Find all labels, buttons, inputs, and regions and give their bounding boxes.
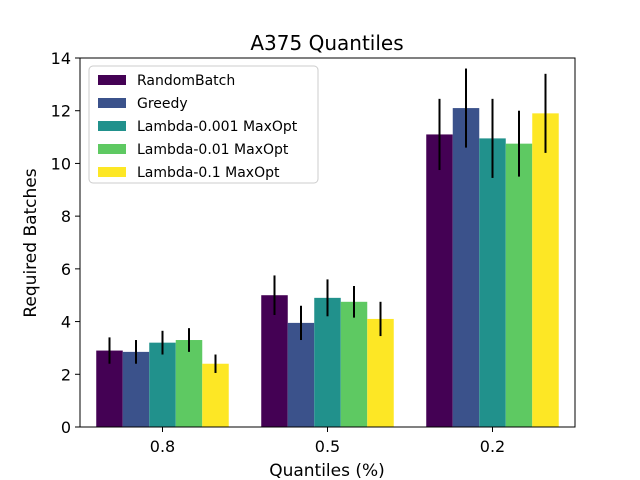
legend-swatch <box>98 75 126 85</box>
y-tick-label: 12 <box>51 102 71 121</box>
legend-label: Lambda-0.001 MaxOpt <box>137 119 298 135</box>
legend: RandomBatch Greedy Lambda-0.001 MaxOpt Lamb… <box>88 65 319 184</box>
bar-greedy-0.8 <box>122 351 150 427</box>
x-tick-label: 0.5 <box>315 437 340 456</box>
y-tick-label: 6 <box>61 260 71 279</box>
x-axis-label: Quantiles (%) <box>269 461 385 480</box>
x-tick-label: 0.8 <box>150 437 175 456</box>
legend-swatch <box>98 144 126 154</box>
bar-lambda-0-1-maxopt-0.8 <box>202 363 229 427</box>
bar-greedy-0.5 <box>287 322 315 427</box>
bar-lambda-0-1-maxopt-0.2 <box>532 113 559 427</box>
bar-lambda-0-01-maxopt-0.2 <box>505 143 533 428</box>
legend-label: RandomBatch <box>137 73 235 89</box>
legend-swatch <box>98 98 126 108</box>
legend-label: Lambda-0.1 MaxOpt <box>137 165 280 181</box>
bar-lambda-0-01-maxopt-0.8 <box>175 340 203 427</box>
bar-lambda-0-001-maxopt-0.2 <box>479 138 506 427</box>
y-tick-label: 14 <box>51 49 71 68</box>
y-axis-label: Required Batches <box>21 168 41 317</box>
legend-swatch <box>98 167 126 177</box>
bar-lambda-0-1-maxopt-0.5 <box>367 318 394 427</box>
y-tick-label: 10 <box>51 154 71 173</box>
bar-randombatch-0.2 <box>426 134 453 427</box>
legend-label: Lambda-0.01 MaxOpt <box>137 142 289 158</box>
y-tick-label: 8 <box>61 207 71 226</box>
plot-area: 0 2 4 6 8 10 12 14 0.8 0.5 0.2 <box>51 49 576 456</box>
y-tick-label: 4 <box>61 313 71 332</box>
bar-randombatch-0.5 <box>261 295 288 427</box>
legend-box <box>88 65 319 184</box>
y-tick-label: 0 <box>61 418 71 437</box>
chart-title: A375 Quantiles <box>250 31 403 55</box>
legend-label: Greedy <box>137 96 188 112</box>
y-tick-label: 2 <box>61 365 71 384</box>
x-tick-label: 0.2 <box>480 437 505 456</box>
bar-lambda-0-001-maxopt-0.5 <box>314 297 341 427</box>
bar-lambda-0-01-maxopt-0.5 <box>340 301 368 427</box>
legend-swatch <box>98 121 126 131</box>
bar-greedy-0.2 <box>452 108 480 427</box>
bar-lambda-0-001-maxopt-0.8 <box>149 342 176 427</box>
